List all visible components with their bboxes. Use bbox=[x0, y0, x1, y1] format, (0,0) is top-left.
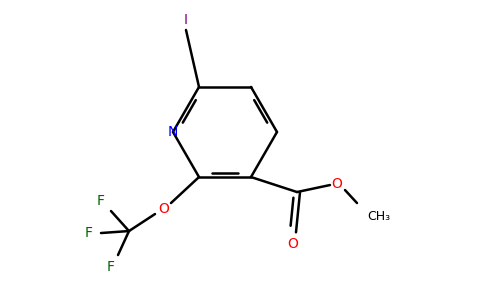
Text: CH₃: CH₃ bbox=[367, 209, 390, 223]
Text: O: O bbox=[159, 202, 169, 216]
Text: F: F bbox=[107, 260, 115, 274]
Text: F: F bbox=[85, 226, 93, 240]
Text: F: F bbox=[97, 194, 105, 208]
Text: N: N bbox=[168, 125, 178, 139]
Text: O: O bbox=[287, 237, 299, 251]
Text: I: I bbox=[184, 13, 188, 27]
Text: O: O bbox=[332, 177, 343, 191]
